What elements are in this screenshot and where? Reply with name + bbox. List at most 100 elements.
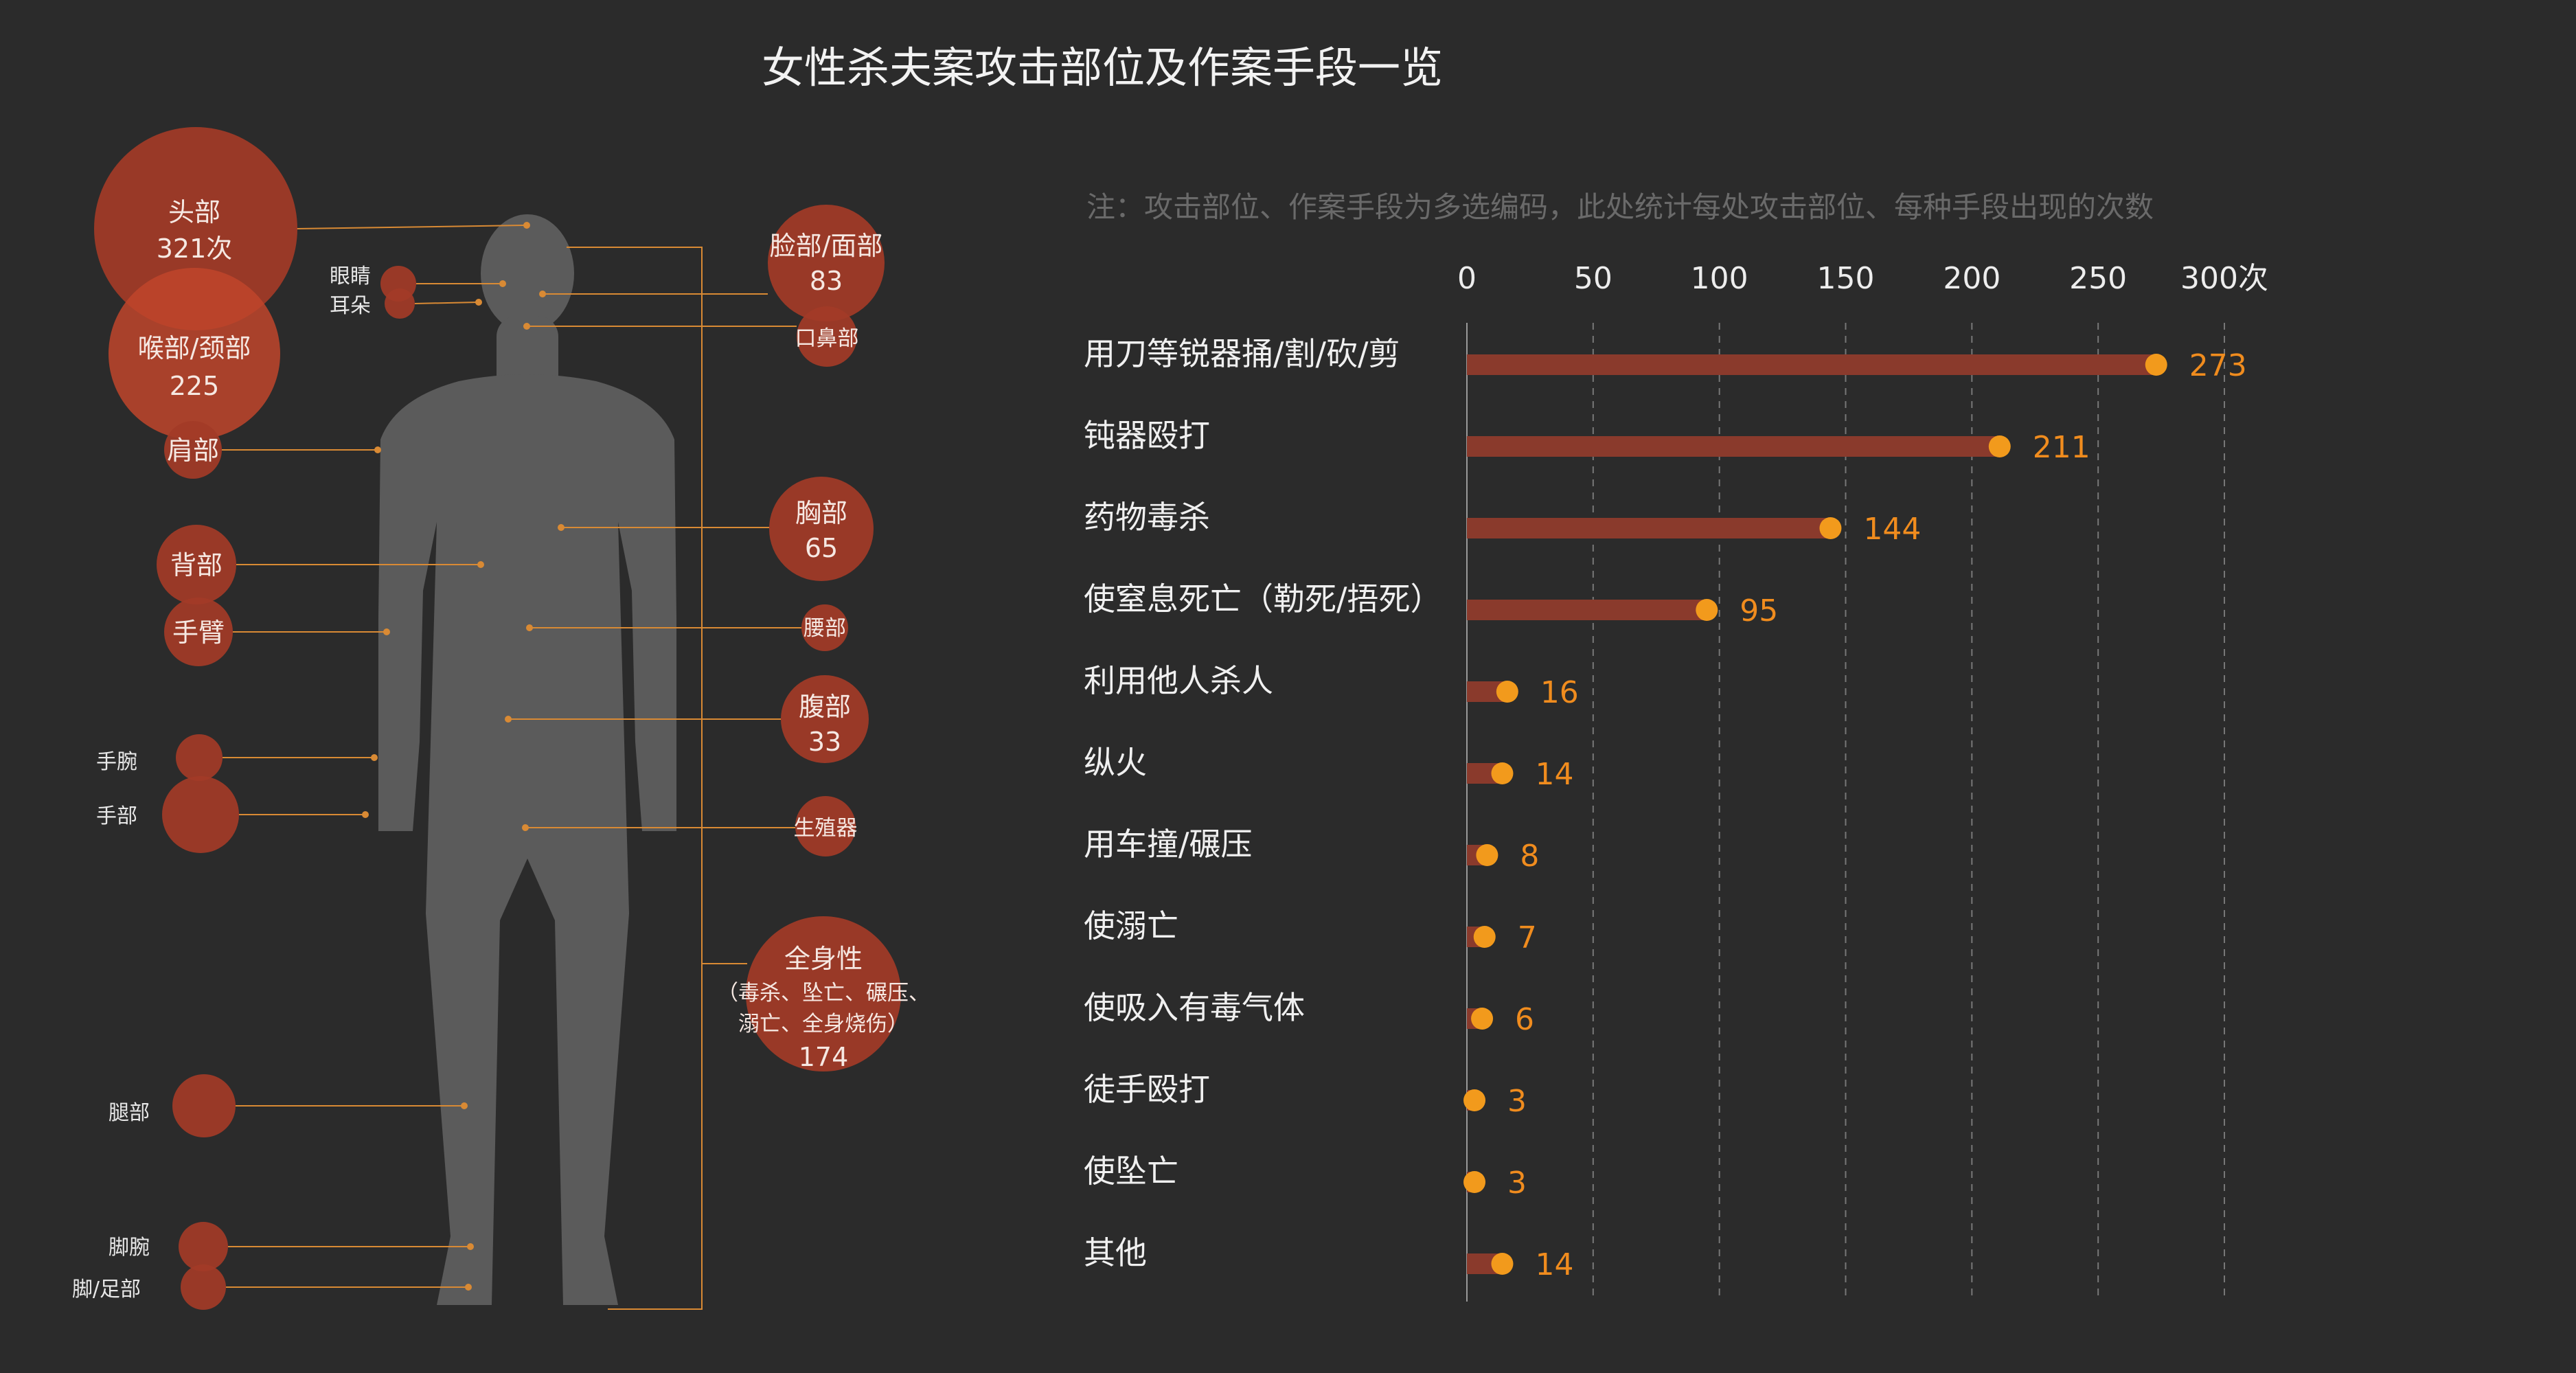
bubble-wrist: 手腕 [96,734,223,781]
bubble-face-label: 脸部/面部 [770,231,883,261]
bubble-whole-body-label: 全身性 [784,944,863,974]
bubble-waist-circle [801,604,848,651]
anchor-dot-waist [526,624,533,631]
anchor-dot-mouth-nose [523,323,530,330]
bubble-throat-value: 225 [170,371,220,401]
x-tick-150: 150 [1817,261,1875,296]
category-label-2: 药物毒杀 [1084,499,1210,536]
body-torso-and-limbs [378,374,676,1305]
x-axis-ticks: 0 50 100 150 200 250 300次 [1457,261,2268,296]
bubble-shoulder: 肩部 [164,421,222,479]
bubble-shoulder-circle [164,421,222,479]
bubble-arm: 手臂 [164,598,233,666]
bar-dot-8 [1471,1008,1494,1030]
bubble-face: 脸部/面部 83 [768,205,885,321]
leader-ear [414,302,479,304]
chart-note: 注：攻击部位、作案手段为多选编码，此处统计每处攻击部位、每种手段出现的次数 [1086,190,2154,224]
value-label-0: 273 [2189,348,2247,383]
anchor-dot-chest [558,524,565,531]
bubble-foot-label: 脚/足部 [72,1278,141,1302]
bubble-whole-body-note-1: （毒杀、坠亡、碾压、 [717,981,930,1006]
bubble-mouth-nose-label: 口鼻部 [795,326,859,351]
category-label-8: 使吸入有毒气体 [1084,989,1305,1026]
value-label-7: 7 [1518,920,1537,955]
value-label-8: 6 [1515,1002,1534,1037]
bubble-throat: 喉部/颈部 225 [109,268,280,440]
bubble-head-value: 321次 [157,234,233,264]
bar-dot-5 [1491,762,1514,784]
anchor-dot-ear [475,299,482,306]
category-label-6: 用车撞/碾压 [1084,826,1253,863]
bar-0 [1467,354,2156,375]
bubble-foot-circle [181,1264,226,1310]
value-label-2: 144 [1863,512,1921,547]
value-label-4: 16 [1540,675,1579,710]
bubble-whole-body-value: 174 [799,1042,849,1072]
bar-dot-7 [1473,926,1496,948]
leader-head [296,225,527,229]
attack-location-bubbles: 头部 321次 喉部/颈部 225 脸部/面部 83 口鼻部 [72,127,930,1310]
bubble-wrist-label: 手腕 [96,750,137,774]
bubble-ear-circle [385,288,415,319]
bubble-head-label: 头部 [168,197,220,227]
bubble-genital: 生殖器 [794,796,858,856]
value-labels: 273 211 144 95 16 14 8 7 6 3 3 14 [1507,348,2247,1282]
value-label-3: 95 [1740,593,1778,628]
bar-dot-11 [1491,1253,1514,1275]
bubble-wrist-circle [176,734,223,781]
bubble-face-value: 83 [810,266,843,296]
bar-1 [1467,436,2000,457]
bubble-abdomen: 腹部 33 [781,675,869,763]
value-label-11: 14 [1535,1247,1573,1282]
anchor-dot-hand [362,811,369,818]
bubble-foot: 脚/足部 [72,1264,226,1310]
body-figure: 头部 321次 喉部/颈部 225 脸部/面部 83 口鼻部 [72,127,930,1310]
category-label-1: 钝器殴打 [1084,417,1210,454]
bubble-waist-label: 腰部 [803,616,846,641]
bubble-shoulder-label: 肩部 [167,435,219,466]
x-tick-250: 250 [2069,261,2127,296]
whole-body-bracket [567,247,703,1310]
bubble-genital-circle [795,796,856,856]
bar-dot-6 [1476,844,1498,866]
anchor-dot-leg [461,1102,468,1109]
value-label-1: 211 [2033,430,2090,465]
method-bar-chart: 0 50 100 150 200 250 300次 用刀等锐器捅/割/砍/剪钝器殴打药物毒杀… [1084,261,2268,1302]
value-label-10: 3 [1507,1166,1527,1201]
bubble-whole-body-circle [746,916,901,1071]
bar-dot-4 [1496,681,1518,703]
x-tick-300: 300次 [2180,261,2268,296]
bubble-mouth-nose: 口鼻部 [795,306,859,367]
anchor-dot-foot [465,1284,472,1291]
bubble-chest-value: 65 [805,533,838,563]
body-anchor-dots [362,222,565,1291]
anchor-dot-ankle [467,1243,474,1250]
bubble-chest-label: 胸部 [795,498,847,528]
bubble-back-circle [157,525,236,604]
bubble-leg-circle [172,1074,236,1137]
x-tick-200: 200 [1943,261,2001,296]
bar-dot-3 [1696,599,1718,621]
bubble-ear: 耳朵 [330,288,415,319]
anchor-dot-wrist [371,754,378,761]
value-label-9: 3 [1507,1084,1527,1119]
bubble-back-label: 背部 [170,550,223,580]
bubble-hand-label: 手部 [96,804,137,828]
bubble-waist: 腰部 [801,604,848,651]
bar-end-dots [1463,354,2167,1275]
value-label-6: 8 [1520,839,1539,874]
anchor-dot-shoulder [374,446,381,453]
bubble-leg: 腿部 [109,1074,236,1137]
bubble-abdomen-value: 33 [808,727,841,757]
page-title: 女性杀夫案攻击部位及作案手段一览 [762,43,1443,93]
body-head [481,214,574,332]
category-label-10: 使坠亡 [1084,1153,1178,1190]
value-label-5: 14 [1535,757,1573,792]
bubble-abdomen-circle [781,675,869,763]
x-tick-100: 100 [1691,261,1748,296]
bubble-chest: 胸部 65 [769,477,874,581]
